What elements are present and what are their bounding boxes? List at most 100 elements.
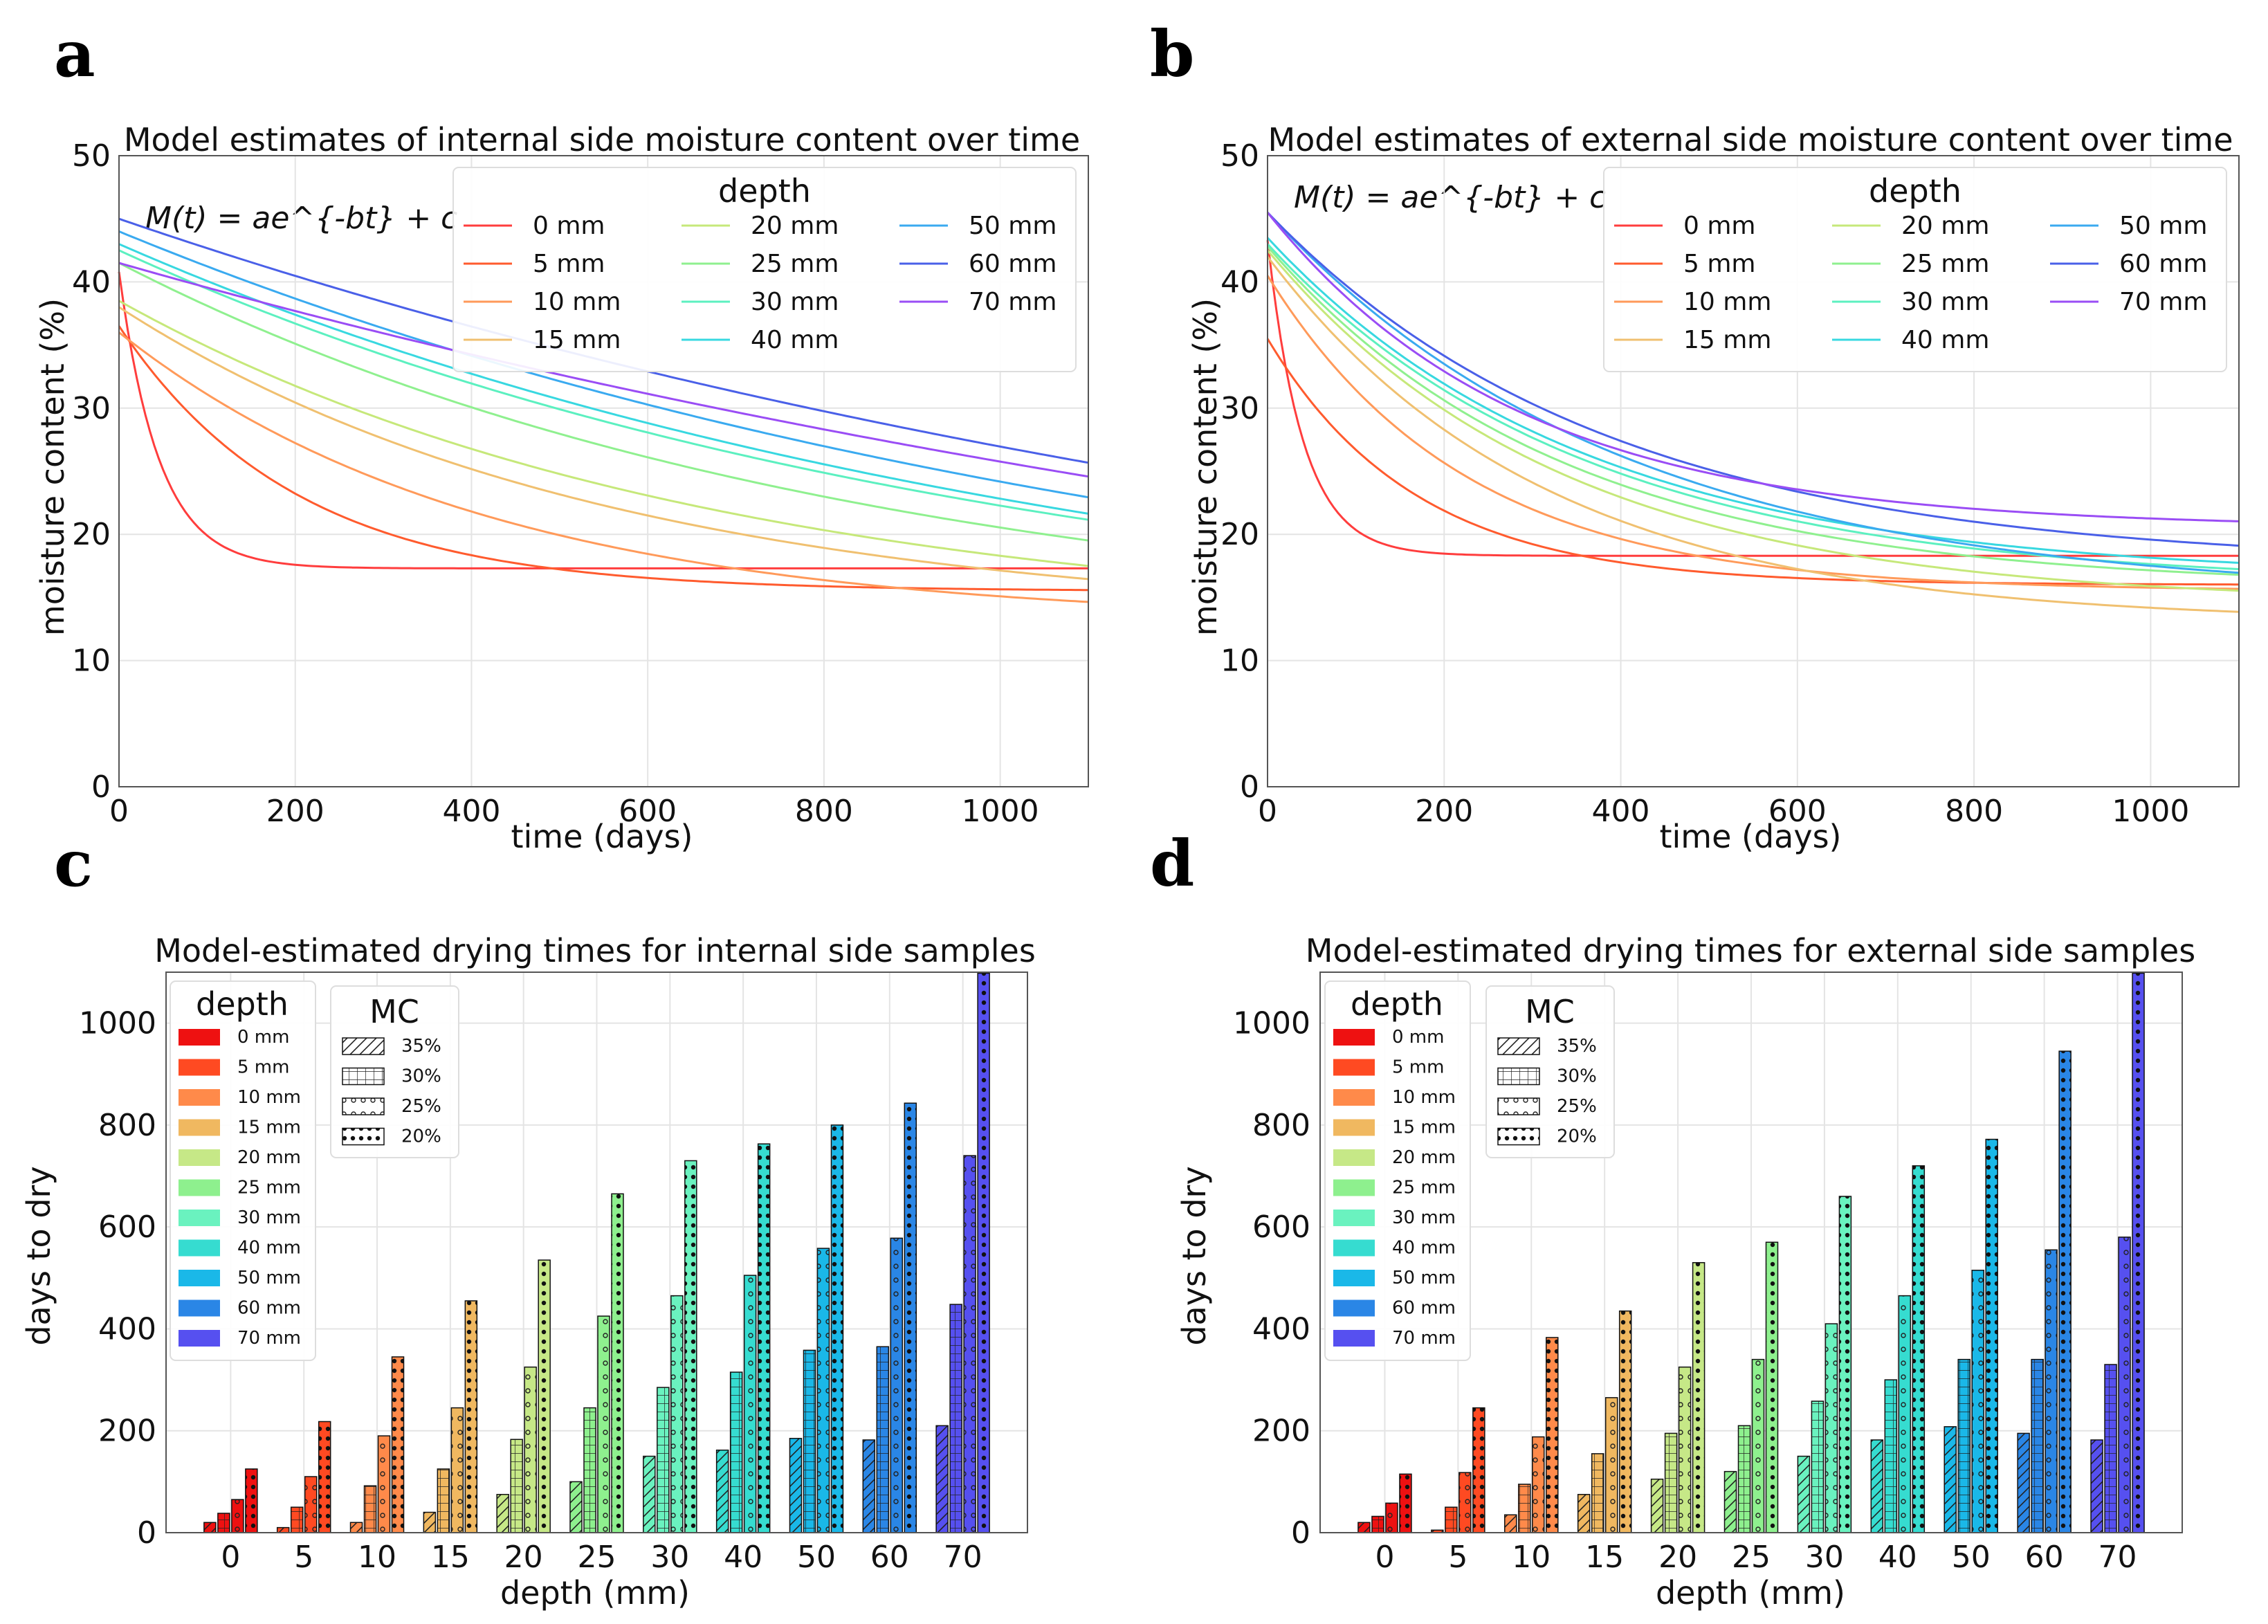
bar-hatch-overlay [423,1511,437,1533]
series-line-25-mm [1266,246,2240,576]
legend-label: 20 mm [237,1147,301,1168]
bar-hatch-overlay [1971,1270,1984,1533]
x-tick-label: 5 [294,1540,313,1575]
bar-hatch-overlay [1838,1196,1852,1533]
bar-hatch-overlay [1723,1470,1737,1533]
bar-hatch-overlay [569,1481,583,1533]
bar-hatch-overlay [729,1371,743,1533]
legend-items: 35% 30% 25% 20% [1497,1036,1597,1147]
x-tick-label: 800 [795,794,853,829]
x-tick-label: 40 [724,1540,762,1575]
bar-hatch-overlay [1504,1514,1517,1533]
legend-label: 0 mm [237,1027,289,1048]
bar-hatch-overlay [1825,1323,1838,1533]
bar-hatch-overlay [1751,1358,1765,1533]
bar-hatch-overlay [743,1275,757,1533]
bar-hatch-overlay [1591,1453,1604,1533]
bar-hatch-overlay [290,1506,304,1533]
x-tick-label: 60 [2025,1540,2064,1575]
legend-label: 30 mm [1392,1207,1456,1228]
legend-label: 70 mm [2119,288,2207,316]
x-tick-label: 30 [1805,1540,1844,1575]
legend-label: 50 mm [237,1268,301,1288]
plot-area-border [1267,155,2240,787]
x-tick-label: 10 [358,1540,396,1575]
x-tick-label: 50 [797,1540,836,1575]
bar-hatch-overlay [2045,1249,2058,1533]
series-line-10-mm [1266,275,2239,590]
bar-hatch-overlay [1618,1310,1632,1533]
legend-label: 70 mm [1392,1328,1456,1349]
x-tick-label: 70 [2098,1540,2137,1575]
x-axis-label: time (days) [1659,818,1841,855]
legend-label: 50 mm [2119,212,2207,240]
y-ticks: 0 200 400 600 800 1000 [1233,1006,1310,1551]
legend-label: 60 mm [237,1298,301,1319]
bar-hatch-overlay [2058,1050,2072,1533]
y-axis-label: days to dry [1176,1166,1213,1345]
bar-hatch-overlay [1944,1426,1957,1533]
bar-hatch-overlay [245,1468,258,1533]
y-axis-label: moisture content (%) [34,298,71,636]
bar-hatch-overlay [496,1494,509,1533]
x-ticks: 0 200 400 600 800 1000 [1258,794,2189,829]
bar-hatch-overlay [977,972,990,1533]
legend-swatch [1497,1097,1540,1115]
panel-letter-c: c [54,826,93,901]
formula-text: M(t) = ae^{-bt} + c [1294,180,1606,215]
legend-label: 5 mm [237,1057,289,1078]
mc-legend: MC 35% 30% 25% 20% [1485,985,1615,1158]
y-axis-label: moisture content (%) [1187,298,1224,636]
legend-label: 15 mm [1683,326,1771,354]
bar-hatch-overlay [1604,1397,1618,1533]
series-lines [1266,212,2240,613]
x-tick-label: 0 [221,1540,240,1575]
bar-hatch-overlay [1985,1138,1998,1533]
legend-box [1324,980,1471,1361]
mc-legend: MC 35% 30% 25% 20% [330,985,459,1158]
bar-hatch-overlay [1678,1366,1692,1533]
series-line-5-mm [1266,338,2239,586]
legend-label: 10 mm [533,288,621,316]
bar-hatch-overlay [1912,1165,1926,1533]
legend-label: 0 mm [1683,212,1755,240]
y-tick-label: 50 [72,138,111,174]
x-tick-label: 0 [109,794,129,829]
x-tick-label: 15 [1585,1540,1624,1575]
legend-label: 20% [401,1126,441,1147]
plot-frame [118,155,1089,787]
plot-area-border [118,155,1089,787]
x-tick-label: 15 [431,1540,470,1575]
series-line-20-mm [118,300,1089,567]
legend-label: 60 mm [2119,250,2207,278]
legend-label: 10 mm [1683,288,1771,316]
legend-label: 25 mm [1901,250,1989,278]
bar-hatch-overlay [1472,1407,1485,1533]
bar-hatch-overlay [2104,1364,2117,1533]
legend-label: 35% [1557,1036,1597,1057]
y-tick-label: 600 [1252,1210,1310,1245]
y-tick-label: 800 [1252,1108,1310,1143]
panel-letter-a: a [54,17,95,91]
legend-label: 15 mm [533,326,621,354]
bar-hatch-overlay [1957,1358,1970,1533]
bar-hatch-overlay [276,1526,290,1533]
y-tick-label: 1000 [79,1006,156,1041]
y-tick-label: 50 [1220,138,1259,174]
legend-swatch [342,1127,385,1146]
legend-swatch [1333,1270,1375,1286]
legend-label: 30 mm [751,288,839,316]
y-tick-label: 0 [1240,769,1259,805]
legend-label: 25 mm [237,1178,301,1198]
bar-hatch-overlay [538,1259,551,1533]
depth-legend: depth 0 mm 5 mm 10 mm 15 mm 20 mm 25 mm 30 mm 4… [1603,167,2227,372]
series-line-30-mm [118,249,1089,521]
bar-hatch-overlay [862,1439,876,1533]
legend-swatch [1333,1330,1375,1347]
x-axis-label: depth (mm) [500,1574,690,1612]
y-axis-label: days to dry [20,1166,57,1345]
bar-hatch-overlay [1884,1379,1898,1533]
x-tick-label: 40 [1878,1540,1917,1575]
y-tick-label: 400 [98,1311,156,1347]
bar-hatch-overlay [2132,972,2145,1533]
